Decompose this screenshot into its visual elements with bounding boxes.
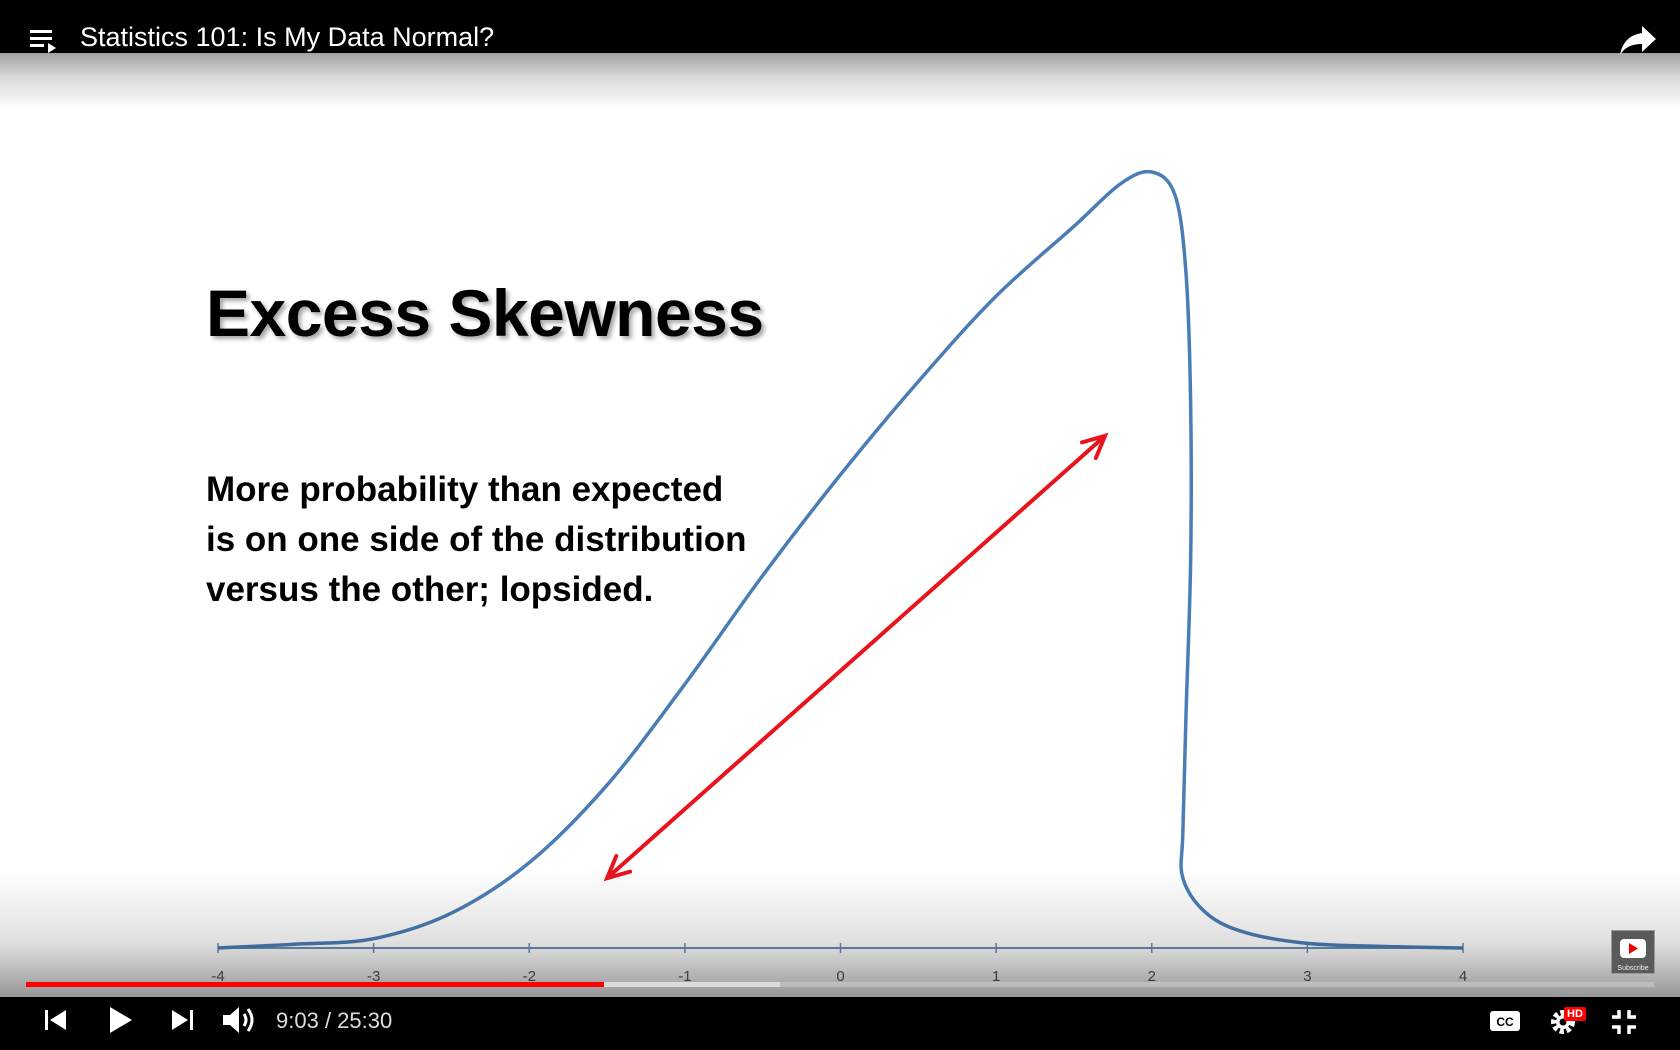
play-icon[interactable] [104,1004,136,1036]
slide-body-line: is on one side of the distribution [206,520,747,559]
subscribe-watermark[interactable]: Subscribe [1611,930,1655,974]
slide-body-line: More probability than expected [206,470,724,509]
previous-icon[interactable] [40,1006,72,1034]
time-display: 9:03 / 25:30 [276,1008,393,1033]
subscribe-play-icon [1620,939,1646,958]
svg-text:CC: CC [1496,1015,1514,1029]
exit-fullscreen-icon[interactable] [1608,1006,1640,1038]
subscribe-label: Subscribe [1617,965,1649,972]
duration: 25:30 [337,1008,393,1033]
hd-badge: HD [1564,1007,1586,1021]
volume-icon[interactable] [220,1003,260,1037]
distribution-curve [217,169,1464,950]
skew-arrow-head-right [1079,432,1109,460]
title-bar: Statistics 101: Is My Data Normal? [0,0,1680,60]
slide-body: More probability than expected is on one… [206,465,747,615]
slide-body-line: versus the other; lopsided. [206,570,654,609]
progress-bar[interactable] [26,982,1654,987]
playlist-icon[interactable] [28,24,62,56]
captions-icon[interactable]: CC [1488,1008,1522,1034]
slide-title: Excess Skewness [206,276,764,350]
progress-played [26,982,604,987]
current-time: 9:03 [276,1008,319,1033]
video-frame[interactable]: Excess Skewness More probability than ex… [0,53,1680,997]
skew-arrow [605,434,1107,880]
next-icon[interactable] [166,1006,198,1034]
share-icon[interactable] [1618,22,1658,58]
video-title[interactable]: Statistics 101: Is My Data Normal? [80,22,495,52]
